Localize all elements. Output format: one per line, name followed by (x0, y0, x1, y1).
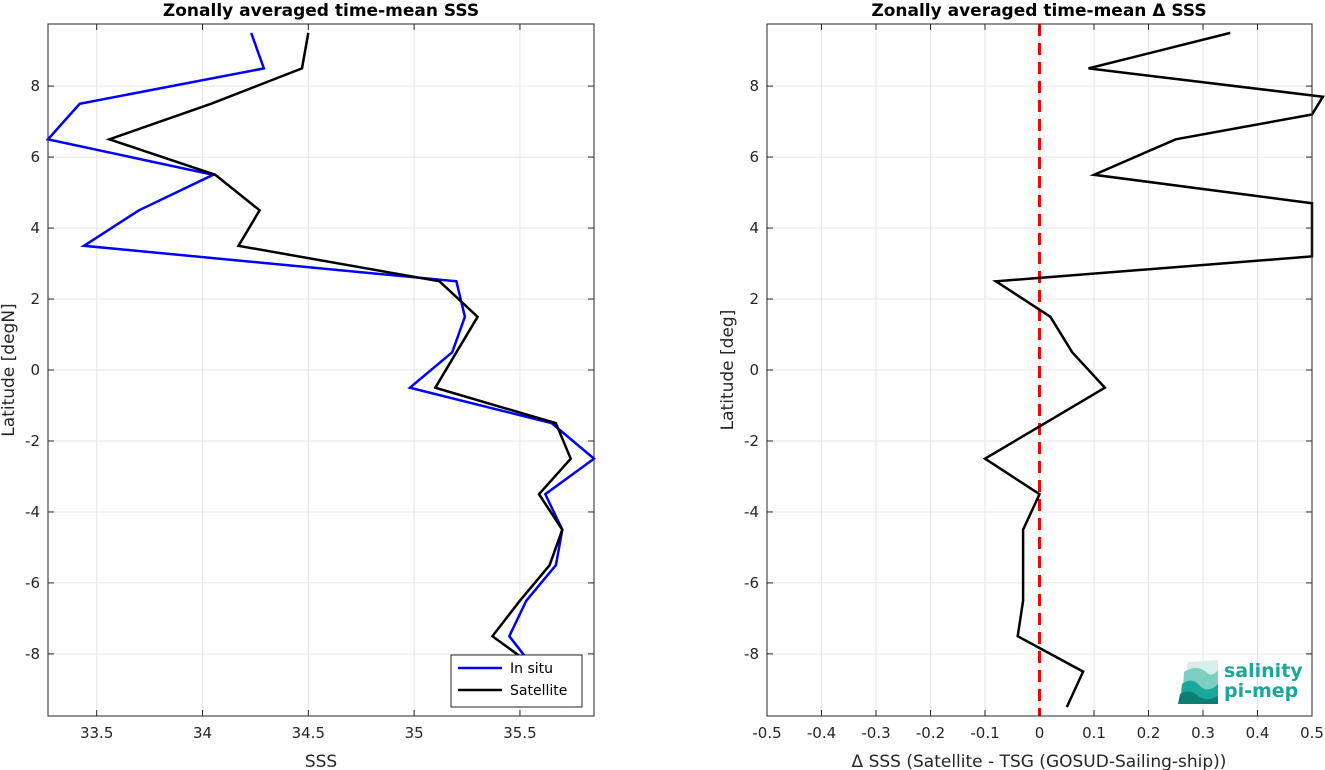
sss-grid (48, 24, 594, 716)
delta-y-ticks: -8 -6 -4 -2 0 2 4 6 8 (744, 77, 1312, 663)
sss-series-lines (45, 32, 597, 708)
sss-y-tick-label: 0 (30, 361, 40, 379)
delta-x-tick-label: 0.3 (1191, 724, 1215, 742)
sss-y-ticks: -8 -6 -4 -2 0 2 4 6 8 (25, 77, 594, 663)
sss-y-tick-label: -4 (25, 503, 40, 521)
logo-text-salinity: salinity (1224, 660, 1303, 682)
sss-x-tick-label: 34 (193, 724, 212, 742)
delta-y-tick-label: 6 (749, 148, 759, 166)
delta-x-tick-label: 0 (1035, 724, 1045, 742)
delta-x-tick-label: 0.1 (1082, 724, 1106, 742)
delta-series-lines (982, 24, 1325, 716)
delta-y-tick-label: -4 (744, 503, 759, 521)
sss-panel: 33.5 34 34.5 35 35.5 -8 -6 -4 -2 0 2 4 6 8 Zonally a… (0, 1, 597, 770)
legend: In situ Satellite (450, 654, 583, 708)
logo-text-pi-mep: pi-mep (1224, 680, 1298, 702)
sss-y-tick-label: 2 (30, 290, 40, 308)
sss-y-tick-label: 6 (30, 148, 40, 166)
legend-label-in-situ: In situ (510, 661, 553, 677)
salinity-pi-mep-logo: salinity pi-mep (1178, 660, 1303, 704)
delta-y-tick-label: -6 (744, 574, 759, 592)
sss-x-tick-label: 35.5 (503, 724, 536, 742)
sss-y-tick-label: 4 (30, 219, 40, 237)
legend-box (450, 654, 583, 708)
delta-y-tick-label: -8 (744, 645, 759, 663)
sss-x-tick-label: 34.5 (292, 724, 325, 742)
sss-y-axis-label: Latitude [degN] (0, 303, 19, 436)
delta-y-tick-label: 0 (749, 361, 759, 379)
delta-x-tick-label: -0.4 (807, 724, 836, 742)
delta-x-tick-label: 0.2 (1137, 724, 1161, 742)
delta-y-tick-label: 8 (749, 77, 759, 95)
sss-x-axis-label: SSS (305, 752, 337, 770)
delta-x-tick-label: -0.5 (752, 724, 781, 742)
delta-x-tick-label: 0.5 (1300, 724, 1324, 742)
delta-x-tick-label: -0.2 (916, 724, 945, 742)
delta-x-tick-label: -0.1 (970, 724, 999, 742)
delta-x-ticks: -0.5 -0.4 -0.3 -0.2 -0.1 0 0.1 0.2 0.3 0.4 0.5 (752, 24, 1324, 742)
delta-chart-title: Zonally averaged time-mean Δ SSS (871, 1, 1206, 21)
sss-series-line-in-situ (45, 32, 597, 708)
delta-y-tick-label: 4 (749, 219, 759, 237)
delta-x-tick-label: -0.3 (861, 724, 890, 742)
sss-series-line-satellite (105, 32, 573, 708)
delta-y-axis-label: Latitude [deg] (718, 310, 738, 431)
sss-chart-title: Zonally averaged time-mean SSS (163, 1, 479, 21)
sss-x-tick-label: 35 (405, 724, 424, 742)
delta-y-tick-label: 2 (749, 290, 759, 308)
sss-y-tick-label: -8 (25, 645, 40, 663)
delta-x-axis-label: Δ SSS (Satellite - TSG (GOSUD-Sailing-sh… (852, 752, 1227, 770)
wave-icon (1178, 660, 1218, 704)
delta-series-line-difference (982, 31, 1325, 708)
delta-sss-panel: -0.5 -0.4 -0.3 -0.2 -0.1 0 0.1 0.2 0.3 0.4 0.5 -8-… (718, 1, 1325, 770)
delta-x-tick-label: 0.4 (1246, 724, 1270, 742)
sss-y-tick-label: -2 (25, 432, 40, 450)
legend-label-satellite: Satellite (510, 683, 567, 699)
sss-y-tick-label: -6 (25, 574, 40, 592)
sss-y-tick-label: 8 (30, 77, 40, 95)
sss-x-ticks: 33.5 34 34.5 35 35.5 (80, 24, 537, 742)
sss-x-tick-label: 33.5 (80, 724, 113, 742)
delta-y-tick-label: -2 (744, 432, 759, 450)
